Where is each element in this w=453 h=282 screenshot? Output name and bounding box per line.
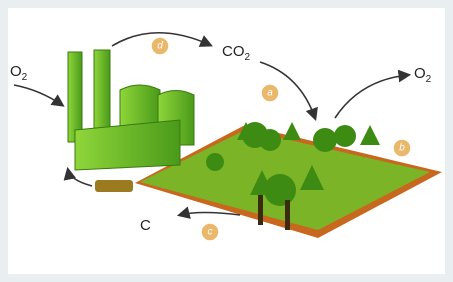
car [95, 180, 133, 192]
badge-label: d [157, 41, 163, 52]
diagram: O2 CO2 O2 C d a b c [0, 0, 453, 282]
badge-label: b [399, 143, 405, 154]
label: C [140, 217, 151, 234]
badge-label: c [208, 227, 213, 238]
badge-label: a [267, 88, 273, 99]
